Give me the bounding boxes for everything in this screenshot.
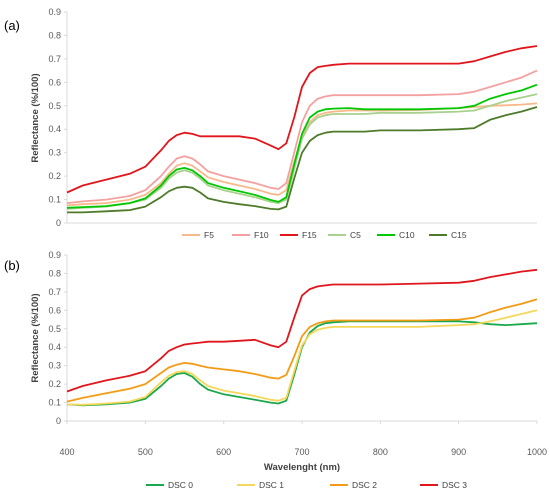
series-line-f15 — [66, 45, 538, 194]
legend-label: C10 — [399, 230, 415, 240]
legend-label: C5 — [350, 230, 361, 240]
y-tick-label: 0.9 — [48, 7, 61, 17]
y-tick-label: 0.3 — [48, 361, 61, 371]
series-line-dsc-1 — [66, 309, 538, 406]
legend-label: DSC 0 — [168, 480, 193, 490]
y-tick-label: 0.6 — [48, 305, 61, 315]
y-tick-label: 0.2 — [48, 379, 61, 389]
legend-label: DSC 3 — [442, 480, 467, 490]
y-tick-label: 0.2 — [48, 171, 61, 181]
series-line-c10 — [66, 83, 538, 209]
x-tick-label: 1000 — [527, 447, 547, 457]
y-tick-label: 0.4 — [48, 342, 61, 352]
y-tick-label: 0 — [56, 416, 61, 426]
series-line-dsc-2 — [66, 298, 538, 403]
series-line-f10 — [66, 69, 538, 204]
panel-label: (a) — [4, 18, 20, 33]
legend-label: DSC 1 — [259, 480, 284, 490]
series-line-dsc-3 — [66, 268, 538, 393]
x-tick-label: 900 — [451, 447, 466, 457]
y-tick-label: 0 — [56, 218, 61, 228]
legend-label: F10 — [254, 230, 269, 240]
series-line-c5 — [66, 93, 538, 210]
series-line-c15 — [67, 106, 538, 214]
y-tick-label: 0.5 — [48, 101, 61, 111]
y-tick-label: 0.3 — [48, 148, 61, 158]
panel-label: (b) — [4, 258, 20, 273]
legend-label: F15 — [302, 230, 317, 240]
y-tick-label: 0.7 — [48, 54, 61, 64]
y-tick-label: 0.8 — [48, 268, 61, 278]
x-tick-label: 800 — [373, 447, 388, 457]
y-tick-label: 0.9 — [48, 250, 61, 260]
x-tick-label: 600 — [216, 447, 231, 457]
legend-label: C15 — [451, 230, 467, 240]
x-tick-label: 700 — [294, 447, 309, 457]
legend-label: F5 — [204, 230, 214, 240]
y-tick-label: 0.1 — [48, 195, 61, 205]
y-axis-label: Reflectance (%/100) — [30, 73, 41, 162]
series-line-dsc-0 — [66, 320, 538, 407]
y-tick-label: 0.4 — [48, 124, 61, 134]
x-tick-label: 400 — [59, 447, 74, 457]
y-tick-label: 0.5 — [48, 324, 61, 334]
x-axis-label: Wavelenght (nm) — [264, 462, 340, 473]
y-tick-label: 0.8 — [48, 30, 61, 40]
y-axis-label: Reflectance (%/100) — [30, 293, 41, 382]
x-tick-label: 500 — [138, 447, 153, 457]
y-tick-label: 0.1 — [48, 398, 61, 408]
y-tick-label: 0.7 — [48, 287, 61, 297]
y-tick-label: 0.6 — [48, 77, 61, 87]
legend-label: DSC 2 — [352, 480, 377, 490]
